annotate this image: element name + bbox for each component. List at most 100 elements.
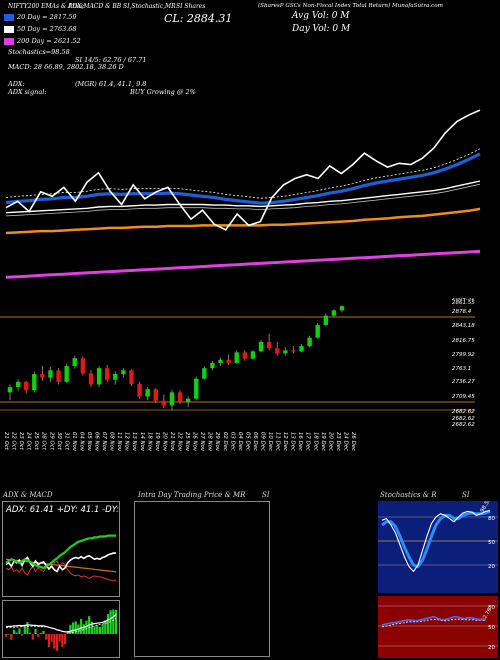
date-label: 29 Nov: [214, 432, 220, 452]
header-title-right: (SharesP GSCs Non-Fiscal Index Total Ret…: [258, 3, 443, 9]
date-label: 13 Dec: [290, 432, 296, 451]
mdi-line: [5, 560, 116, 581]
legend-ema20: 20 Day = 2817.59: [4, 13, 77, 21]
date-label: 05 Nov: [86, 432, 92, 452]
ema50-line: [5, 180, 481, 214]
adx-panel-title: ADX & MACD: [3, 491, 53, 499]
macd-histogram-bar: [74, 621, 77, 634]
candle-body: [64, 366, 69, 382]
ema200-line: [5, 249, 481, 279]
candle-body: [23, 381, 29, 391]
date-label: 16 Dec: [297, 432, 303, 451]
adx-readout: ADX:: [8, 80, 25, 88]
macd-histogram-bar: [85, 620, 88, 634]
candle-body: [7, 387, 13, 393]
macd-histogram-bar: [15, 632, 18, 634]
macd-histogram-bar: [66, 631, 69, 634]
date-label: 21 Oct: [3, 432, 9, 451]
macd-signal-line: [5, 618, 117, 633]
date-label: 03 Dec: [229, 432, 235, 451]
macd-histogram-bar: [39, 632, 42, 634]
day-volume-label: Day Vol: 0 M: [292, 24, 351, 34]
si-signal-line: [381, 618, 487, 628]
stoch-tick-80: 80: [488, 516, 495, 522]
candle-body: [96, 368, 102, 385]
date-label: 24 Oct: [26, 432, 32, 451]
price-axis-label: 2843.18: [452, 323, 475, 329]
macd-histogram-bar: [55, 634, 59, 651]
macd-histogram-bar: [61, 634, 64, 647]
legend-ema50: 50 Day = 2763.68: [4, 25, 77, 33]
macd-histogram-bar: [18, 628, 21, 634]
candle-body: [242, 352, 248, 359]
header-title-si: SI,Stochastic,MR: [123, 3, 176, 10]
stoch-k-line: [381, 510, 491, 573]
date-label: 06 Dec: [252, 432, 258, 451]
price-axis-label: 2682.62: [452, 409, 475, 415]
macd-histogram-bar: [12, 629, 16, 634]
date-label: 26 Dec: [350, 432, 356, 451]
intraday-panel: [134, 501, 270, 657]
date-label: 12 Dec: [282, 432, 288, 451]
price-axis-label: 2878.4: [452, 309, 472, 315]
candle-body: [218, 359, 223, 363]
si-tick-20: 20: [488, 645, 495, 651]
macd-histogram-bar: [45, 634, 48, 640]
macd-readout: MACD: 28 66.89, 2802.18, 38.26 D: [8, 63, 124, 71]
candle-body: [185, 398, 191, 402]
price-axis-label: 2709.45: [452, 394, 475, 400]
candle-body: [226, 359, 231, 363]
close-price-line: [5, 109, 481, 231]
macd-histogram-bar: [106, 614, 110, 634]
candle-body: [291, 350, 296, 352]
macd-histogram-bar: [7, 634, 10, 635]
adx-line: [5, 534, 116, 570]
candle-body: [266, 341, 272, 349]
date-label: 18 Nov: [146, 432, 152, 452]
buy-signal-label: BUY Growing @ 2%: [130, 88, 196, 96]
date-label: 17 Dec: [305, 432, 311, 451]
macd-histogram-bar: [4, 634, 8, 637]
date-label: 19 Nov: [154, 432, 160, 452]
si-line: [381, 615, 487, 626]
date-label: 23 Oct: [18, 432, 24, 451]
legend-swatch: [4, 13, 14, 21]
date-label: 28 Oct: [41, 432, 47, 451]
candle-body: [315, 325, 320, 338]
macd-histogram-bar: [31, 634, 34, 640]
stochastic-readout: Stochastics=98.58: [8, 48, 70, 56]
si-panel: 80 50 20 62.76: [378, 596, 498, 658]
si-tick-50: 50: [488, 625, 495, 631]
price-axis-label: 2763.1: [452, 366, 471, 372]
si-readout: SI 14/5: 62.76 / 67.71: [75, 56, 147, 64]
macd-histogram-bar: [71, 622, 75, 634]
candle-body: [88, 373, 94, 385]
mgr-readout: (MGR) 61.4, 41.1, 9.8: [75, 80, 147, 88]
candle-body: [234, 352, 239, 363]
date-label: 31 Oct: [63, 432, 69, 451]
date-label: 20 Dec: [327, 432, 333, 451]
legend-ema200-label: 200 Day = 2621.52: [17, 37, 81, 45]
ema100-line: [5, 207, 481, 235]
date-label: 27 Nov: [199, 432, 205, 452]
candle-body: [307, 337, 312, 347]
macd-histogram-bar: [93, 626, 96, 634]
macd-histogram-bar: [23, 626, 26, 634]
candle-body: [177, 392, 183, 402]
date-label: 10 Dec: [267, 432, 273, 451]
date-label: 30 Oct: [56, 432, 62, 451]
legend-ema200: 200 Day = 2621.52: [4, 37, 81, 45]
date-label: 12 Nov: [124, 432, 130, 452]
candle-body: [113, 373, 118, 380]
macd-histogram-bar: [63, 634, 67, 645]
date-label: 28 Nov: [207, 432, 213, 452]
adx-signal-label: ADX signal:: [8, 88, 47, 96]
si-tick-80: 80: [488, 605, 495, 611]
price-axis-label: 2736.27: [452, 379, 475, 385]
candle-body: [323, 315, 329, 326]
macd-histogram-bar: [50, 634, 53, 642]
candle-body: [250, 351, 256, 359]
legend-swatch: [4, 37, 14, 45]
stoch-panel-si: SI: [462, 491, 470, 499]
header-title-left: NIFTY200 EMAs & Price: [8, 3, 84, 10]
